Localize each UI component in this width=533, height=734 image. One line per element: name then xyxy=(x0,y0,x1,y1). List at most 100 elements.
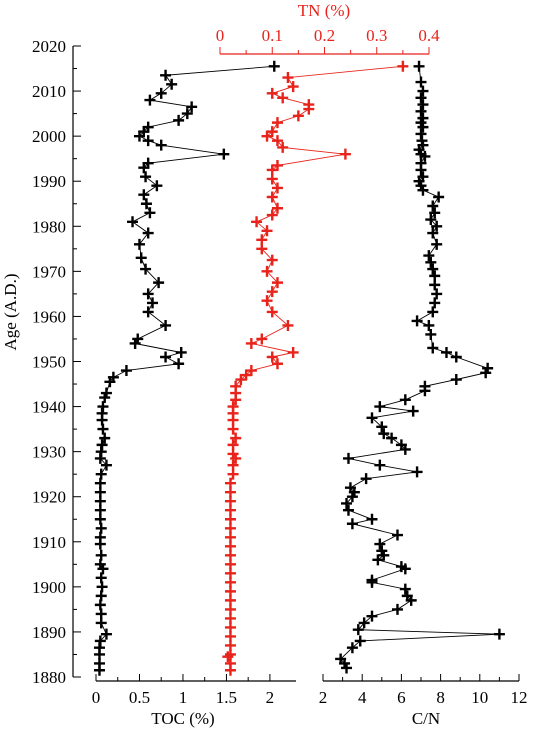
y-axis: 1880 1890 1900 1910 1920 1930 1940 1950 1960 1970… xyxy=(32,37,81,687)
y-tick-label: 1990 xyxy=(32,172,66,191)
data-point xyxy=(142,227,154,239)
data-point xyxy=(144,207,156,219)
data-point xyxy=(374,538,386,550)
data-point xyxy=(415,164,427,176)
data-point xyxy=(266,351,278,363)
data-point xyxy=(94,452,106,464)
data-point xyxy=(151,180,163,192)
toc-panel: 0 0.5 1 1.5 2 xyxy=(92,60,296,707)
data-point xyxy=(287,346,299,358)
data-point xyxy=(346,518,358,530)
toc-axis-label: TOC (%) xyxy=(151,709,214,728)
data-point xyxy=(440,346,452,358)
data-point xyxy=(97,563,109,575)
data-point xyxy=(142,288,154,300)
data-point xyxy=(405,594,417,606)
data-point xyxy=(346,491,358,503)
data-point xyxy=(142,306,154,318)
data-point xyxy=(360,473,372,485)
data-point xyxy=(173,358,185,370)
data-point xyxy=(339,148,351,160)
tn-tick-label: 0.2 xyxy=(314,26,335,45)
data-point xyxy=(147,297,159,309)
cn-panel: 2 4 6 8 10 12 xyxy=(319,60,528,707)
data-point xyxy=(256,243,268,255)
y-tick-label: 1950 xyxy=(32,353,66,372)
data-point xyxy=(480,367,492,379)
data-point xyxy=(186,101,198,113)
data-point xyxy=(256,333,268,345)
data-point xyxy=(104,376,116,388)
data-point xyxy=(399,443,411,455)
data-point xyxy=(419,385,431,397)
data-point xyxy=(227,423,239,435)
data-point xyxy=(160,351,172,363)
data-point xyxy=(94,538,106,550)
cn-tick-label: 12 xyxy=(511,688,528,707)
data-point xyxy=(376,421,388,433)
data-point xyxy=(407,405,419,417)
data-point xyxy=(133,238,145,250)
data-point xyxy=(425,328,437,340)
data-point xyxy=(261,295,273,307)
data-point xyxy=(419,150,431,162)
data-point xyxy=(378,549,390,561)
data-point xyxy=(251,216,263,228)
data-point xyxy=(277,92,289,104)
data-point xyxy=(144,94,156,106)
data-point xyxy=(415,92,427,104)
data-point xyxy=(411,466,423,478)
data-point xyxy=(129,337,141,349)
data-point xyxy=(366,610,378,622)
data-point xyxy=(282,319,294,331)
data-point xyxy=(423,319,435,331)
data-point xyxy=(427,342,439,354)
data-point xyxy=(135,252,147,264)
data-point xyxy=(417,99,429,111)
y-tick-label: 1910 xyxy=(32,533,66,552)
cn-tick-label: 4 xyxy=(358,688,367,707)
y-axis-label: Age (A.D.) xyxy=(1,274,20,351)
data-point xyxy=(427,263,439,275)
data-point xyxy=(342,504,354,516)
data-point xyxy=(97,423,109,435)
toc-tick-label: 1 xyxy=(179,688,188,707)
cn-tick-label: 6 xyxy=(397,688,406,707)
data-point xyxy=(218,148,230,160)
data-point xyxy=(493,628,505,640)
tn-axis-label: TN (%) xyxy=(298,1,350,20)
data-point xyxy=(271,358,283,370)
data-point xyxy=(261,265,273,277)
data-point xyxy=(261,130,273,142)
data-point xyxy=(411,315,423,327)
data-point xyxy=(133,130,145,142)
data-point xyxy=(93,664,105,676)
data-point xyxy=(140,171,152,183)
data-point xyxy=(227,468,239,480)
data-point xyxy=(175,346,187,358)
data-point xyxy=(142,135,154,147)
y-tick-label: 1940 xyxy=(32,398,66,417)
data-point xyxy=(140,198,152,210)
data-point xyxy=(431,288,443,300)
data-point xyxy=(99,392,111,404)
cn-axis-label: C/N xyxy=(412,709,440,728)
data-point xyxy=(120,365,132,377)
data-point xyxy=(303,103,315,115)
data-point xyxy=(378,428,390,440)
data-point xyxy=(374,459,386,471)
data-point xyxy=(417,121,429,133)
data-point xyxy=(372,554,384,566)
data-point xyxy=(266,254,278,266)
data-point xyxy=(358,617,370,629)
y-tick-label: 2000 xyxy=(32,127,66,146)
data-point xyxy=(138,162,150,174)
data-point xyxy=(431,220,443,232)
data-point xyxy=(366,513,378,525)
toc-tick-label: 1.5 xyxy=(216,688,237,707)
data-point xyxy=(282,72,294,84)
data-point xyxy=(427,200,439,212)
data-point xyxy=(138,189,150,201)
data-point xyxy=(399,394,411,406)
